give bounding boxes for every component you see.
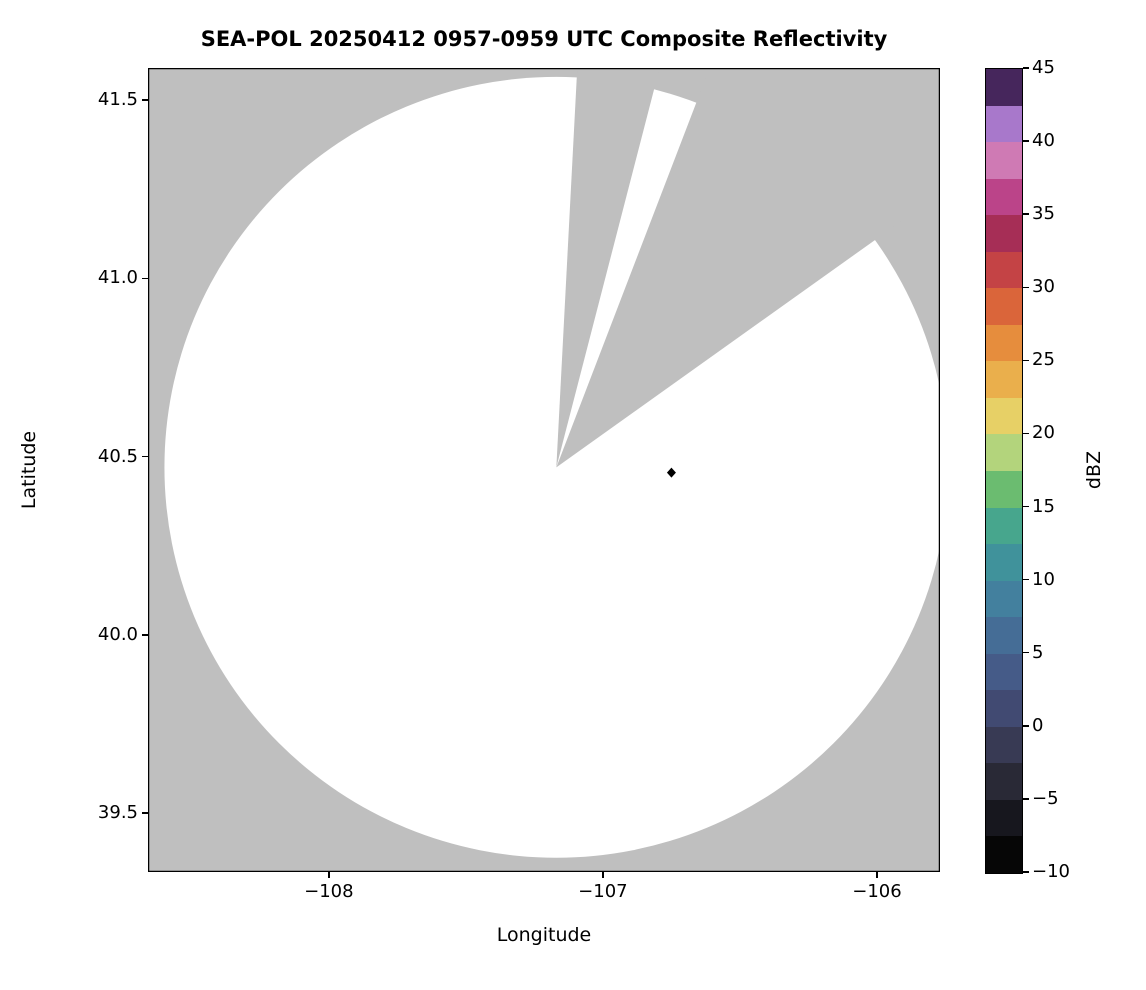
y-tick-mark — [142, 455, 148, 458]
colorbar-band — [986, 361, 1022, 398]
colorbar-band — [986, 178, 1022, 216]
colorbar-tick-mark — [1023, 651, 1029, 654]
colorbar-tick-label: 15 — [1032, 495, 1055, 517]
colorbar-band — [986, 726, 1022, 764]
colorbar-band — [986, 507, 1022, 545]
colorbar-tick-mark — [1023, 725, 1029, 727]
plot-area — [148, 68, 940, 872]
colorbar-band — [986, 470, 1022, 508]
colorbar-tick-mark — [1023, 286, 1029, 289]
colorbar-tick-label: −10 — [1032, 861, 1070, 882]
colorbar-tick-mark — [1023, 432, 1029, 435]
colorbar-band — [986, 397, 1022, 435]
colorbar-label: dBZ — [1083, 450, 1105, 490]
colorbar-tick-label: 10 — [1032, 568, 1055, 590]
colorbar-tick-mark — [1023, 213, 1029, 215]
colorbar-tick-label: 25 — [1032, 349, 1055, 371]
location-marker — [666, 467, 676, 478]
colorbar-tick-label: 30 — [1032, 276, 1055, 298]
y-tick-label: 40.0 — [97, 623, 138, 645]
colorbar-band — [986, 105, 1022, 143]
colorbar-band — [986, 580, 1022, 618]
chart-title: SEA-POL 20250412 0957-0959 UTC Composite… — [200, 27, 888, 51]
colorbar-band — [986, 653, 1022, 691]
y-tick-label: 41.0 — [97, 267, 138, 289]
colorbar-band — [986, 690, 1022, 727]
colorbar-band — [986, 836, 1022, 873]
x-tick-label: −108 — [304, 881, 354, 902]
blocked-sector — [556, 68, 940, 468]
x-tick-mark — [328, 872, 330, 878]
y-tick-mark — [142, 99, 148, 101]
colorbar-tick-mark — [1023, 798, 1029, 800]
colorbar-band — [986, 288, 1022, 325]
colorbar-band — [986, 215, 1022, 252]
colorbar-band — [986, 763, 1022, 800]
colorbar-tick-label: 5 — [1032, 641, 1044, 663]
colorbar-tick-label: 35 — [1032, 203, 1055, 225]
x-tick-label: −107 — [578, 881, 628, 902]
colorbar-tick-label: −5 — [1032, 787, 1059, 809]
x-tick-label: −106 — [852, 881, 902, 902]
blocked-sector — [556, 68, 660, 468]
colorbar-band — [986, 251, 1022, 289]
y-tick-mark — [142, 277, 148, 280]
x-axis-label: Longitude — [496, 924, 592, 946]
colorbar-band — [986, 617, 1022, 654]
colorbar-tick-mark — [1023, 359, 1029, 362]
colorbar-gradient — [986, 68, 1022, 873]
y-axis-label: Latitude — [18, 430, 40, 510]
colorbar-tick-label: 20 — [1032, 422, 1055, 444]
colorbar-tick-label: 40 — [1032, 130, 1055, 152]
colorbar-band — [986, 142, 1022, 179]
x-tick-mark — [876, 872, 878, 878]
y-tick-mark — [142, 812, 148, 814]
colorbar-tick-label: 45 — [1032, 57, 1055, 78]
colorbar-band — [986, 799, 1022, 837]
colorbar-tick-mark — [1023, 140, 1029, 142]
x-tick-mark — [602, 872, 604, 878]
radar-coverage-plot — [148, 68, 940, 872]
y-tick-label: 40.5 — [97, 445, 138, 467]
colorbar-band — [986, 544, 1022, 581]
y-tick-mark — [142, 634, 148, 636]
colorbar-band — [986, 324, 1022, 362]
colorbar-tick-mark — [1023, 578, 1029, 581]
y-tick-label: 39.5 — [97, 802, 138, 824]
colorbar-band — [986, 434, 1022, 471]
colorbar-tick-label: 0 — [1032, 714, 1044, 736]
colorbar-tick-mark — [1023, 67, 1029, 69]
colorbar-band — [986, 68, 1022, 106]
colorbar-tick-mark — [1023, 505, 1029, 508]
y-tick-label: 41.5 — [97, 89, 138, 111]
colorbar-tick-mark — [1023, 871, 1029, 873]
colorbar — [985, 68, 1023, 874]
